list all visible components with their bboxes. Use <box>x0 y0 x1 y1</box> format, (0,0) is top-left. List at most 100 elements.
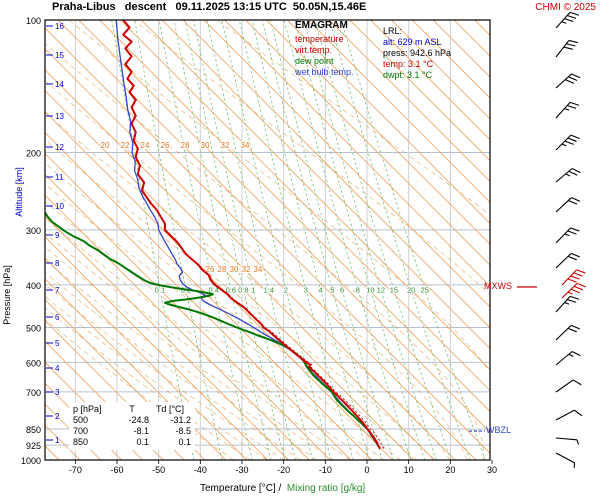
svg-text:1: 1 <box>55 436 60 445</box>
svg-text:-60: -60 <box>110 465 123 475</box>
svg-text:0: 0 <box>364 465 369 475</box>
svg-text:6: 6 <box>340 286 344 295</box>
svg-text:700: 700 <box>26 388 41 398</box>
legend-item: virt.temp. <box>295 45 333 55</box>
table-row: 700 -8.1 -8.5 <box>73 426 191 436</box>
svg-text:12: 12 <box>55 143 64 152</box>
svg-text:3: 3 <box>304 286 308 295</box>
svg-text:-30: -30 <box>235 465 248 475</box>
svg-text:0.1: 0.1 <box>155 286 165 295</box>
svg-text:15: 15 <box>390 286 398 295</box>
surface-info: LRL: alt: 629 m ASL press: 942.6 hPa tem… <box>383 26 451 81</box>
levels-table: p [hPa] T Td [°C] 500 -24.8 -31.2 700 -8.1 -8.5 8… <box>69 402 195 450</box>
svg-text:0.4: 0.4 <box>209 286 219 295</box>
legend-item: wet bulb temp. <box>295 67 354 77</box>
annotation-marks <box>469 286 537 432</box>
plot-frame <box>44 19 491 461</box>
svg-text:10: 10 <box>366 286 374 295</box>
svg-text:28: 28 <box>218 265 227 274</box>
svg-text:4: 4 <box>318 286 322 295</box>
svg-text:20: 20 <box>101 141 110 150</box>
svg-text:-40: -40 <box>194 465 207 475</box>
legend: EMAGRAM temperature virt.temp. dew point we… <box>295 20 354 78</box>
svg-text:850: 850 <box>26 425 41 435</box>
pressure-axis-label: Pressure [hPa] <box>2 265 12 325</box>
svg-text:1: 1 <box>251 286 255 295</box>
svg-text:15: 15 <box>55 51 64 60</box>
table-row: 850 0.1 0.1 <box>73 437 191 447</box>
svg-text:14: 14 <box>55 80 64 89</box>
svg-text:30: 30 <box>487 465 497 475</box>
mixing-ratio-axis-label: Mixing ratio [g/kg] <box>286 483 366 494</box>
wind-barbs <box>555 11 586 468</box>
svg-text:200: 200 <box>26 148 41 158</box>
svg-text:2: 2 <box>55 412 60 421</box>
svg-text:3: 3 <box>55 388 60 397</box>
svg-text:7: 7 <box>55 286 60 295</box>
svg-text:26: 26 <box>161 141 170 150</box>
svg-text:5: 5 <box>330 286 334 295</box>
svg-text:25: 25 <box>421 286 429 295</box>
dewpoint-value: dwpt: 3.1 °C <box>383 70 433 80</box>
svg-text:16: 16 <box>55 22 64 31</box>
svg-text:1000: 1000 <box>21 456 41 466</box>
legend-item: dew point <box>295 56 334 66</box>
svg-text:13: 13 <box>55 112 64 121</box>
svg-text:10: 10 <box>55 202 64 211</box>
dry-adiabats <box>45 20 490 460</box>
svg-text:100: 100 <box>26 16 41 26</box>
svg-text:925: 925 <box>26 441 41 451</box>
pressure-value: press: 942.6 hPa <box>383 48 452 58</box>
legend-item: temperature <box>295 34 344 44</box>
svg-text:400: 400 <box>26 281 41 291</box>
svg-text:34: 34 <box>254 265 263 274</box>
svg-text:26: 26 <box>206 265 215 274</box>
svg-text:0.8: 0.8 <box>238 286 248 295</box>
axis-separator: / <box>275 483 287 494</box>
svg-text:-20: -20 <box>277 465 290 475</box>
svg-text:20: 20 <box>445 465 455 475</box>
wet-bulb-zero-label: WBZL <box>486 425 512 435</box>
svg-text:28: 28 <box>181 141 190 150</box>
svg-text:500: 500 <box>26 324 41 334</box>
svg-text:11: 11 <box>55 173 64 182</box>
svg-text:-50: -50 <box>152 465 165 475</box>
svg-text:24: 24 <box>141 141 150 150</box>
svg-text:10: 10 <box>404 465 414 475</box>
svg-text:20: 20 <box>407 286 415 295</box>
table-header: p [hPa] T Td [°C] <box>73 404 185 414</box>
lrl-label: LRL: <box>383 26 403 36</box>
sounding-curves <box>45 20 385 450</box>
svg-text:32: 32 <box>242 265 251 274</box>
svg-text:2: 2 <box>284 286 288 295</box>
svg-text:30: 30 <box>201 141 210 150</box>
temperature-axis-label: Temperature [°C] <box>200 483 276 494</box>
svg-text:5: 5 <box>55 339 60 348</box>
temperature-value: temp: 3.1 °C <box>383 59 434 69</box>
altitude-ticks: 16 15 14 13 12 11 10 9 8 7 6 5 4 3 2 1 <box>46 22 64 445</box>
legend-title: EMAGRAM <box>295 20 348 31</box>
svg-text:8: 8 <box>55 259 60 268</box>
svg-text:12: 12 <box>377 286 385 295</box>
pressure-tick-labels: 100 200 300 400 500 600 700 850 925 1000 <box>21 16 41 466</box>
page-title: Praha-Libus descent 09.11.2025 13:15 UTC… <box>52 1 367 13</box>
svg-text:-10: -10 <box>319 465 332 475</box>
altitude-value: alt: 629 m ASL <box>383 37 442 47</box>
svg-text:30: 30 <box>230 265 239 274</box>
svg-text:34: 34 <box>241 141 250 150</box>
mixing-ratio-lines <box>111 20 486 460</box>
svg-text:-70: -70 <box>69 465 82 475</box>
max-wind-label: MXWS <box>484 281 512 291</box>
svg-text:300: 300 <box>26 226 41 236</box>
svg-text:4: 4 <box>55 364 60 373</box>
x-axis-title: Temperature [°C] / Mixing ratio [g/kg] <box>200 483 365 494</box>
svg-text:1.4: 1.4 <box>264 286 274 295</box>
svg-text:22: 22 <box>121 141 130 150</box>
svg-text:9: 9 <box>55 231 60 240</box>
svg-text:0.6: 0.6 <box>226 286 236 295</box>
svg-text:8: 8 <box>356 286 360 295</box>
copyright: CHMI © 2025 <box>535 2 596 13</box>
